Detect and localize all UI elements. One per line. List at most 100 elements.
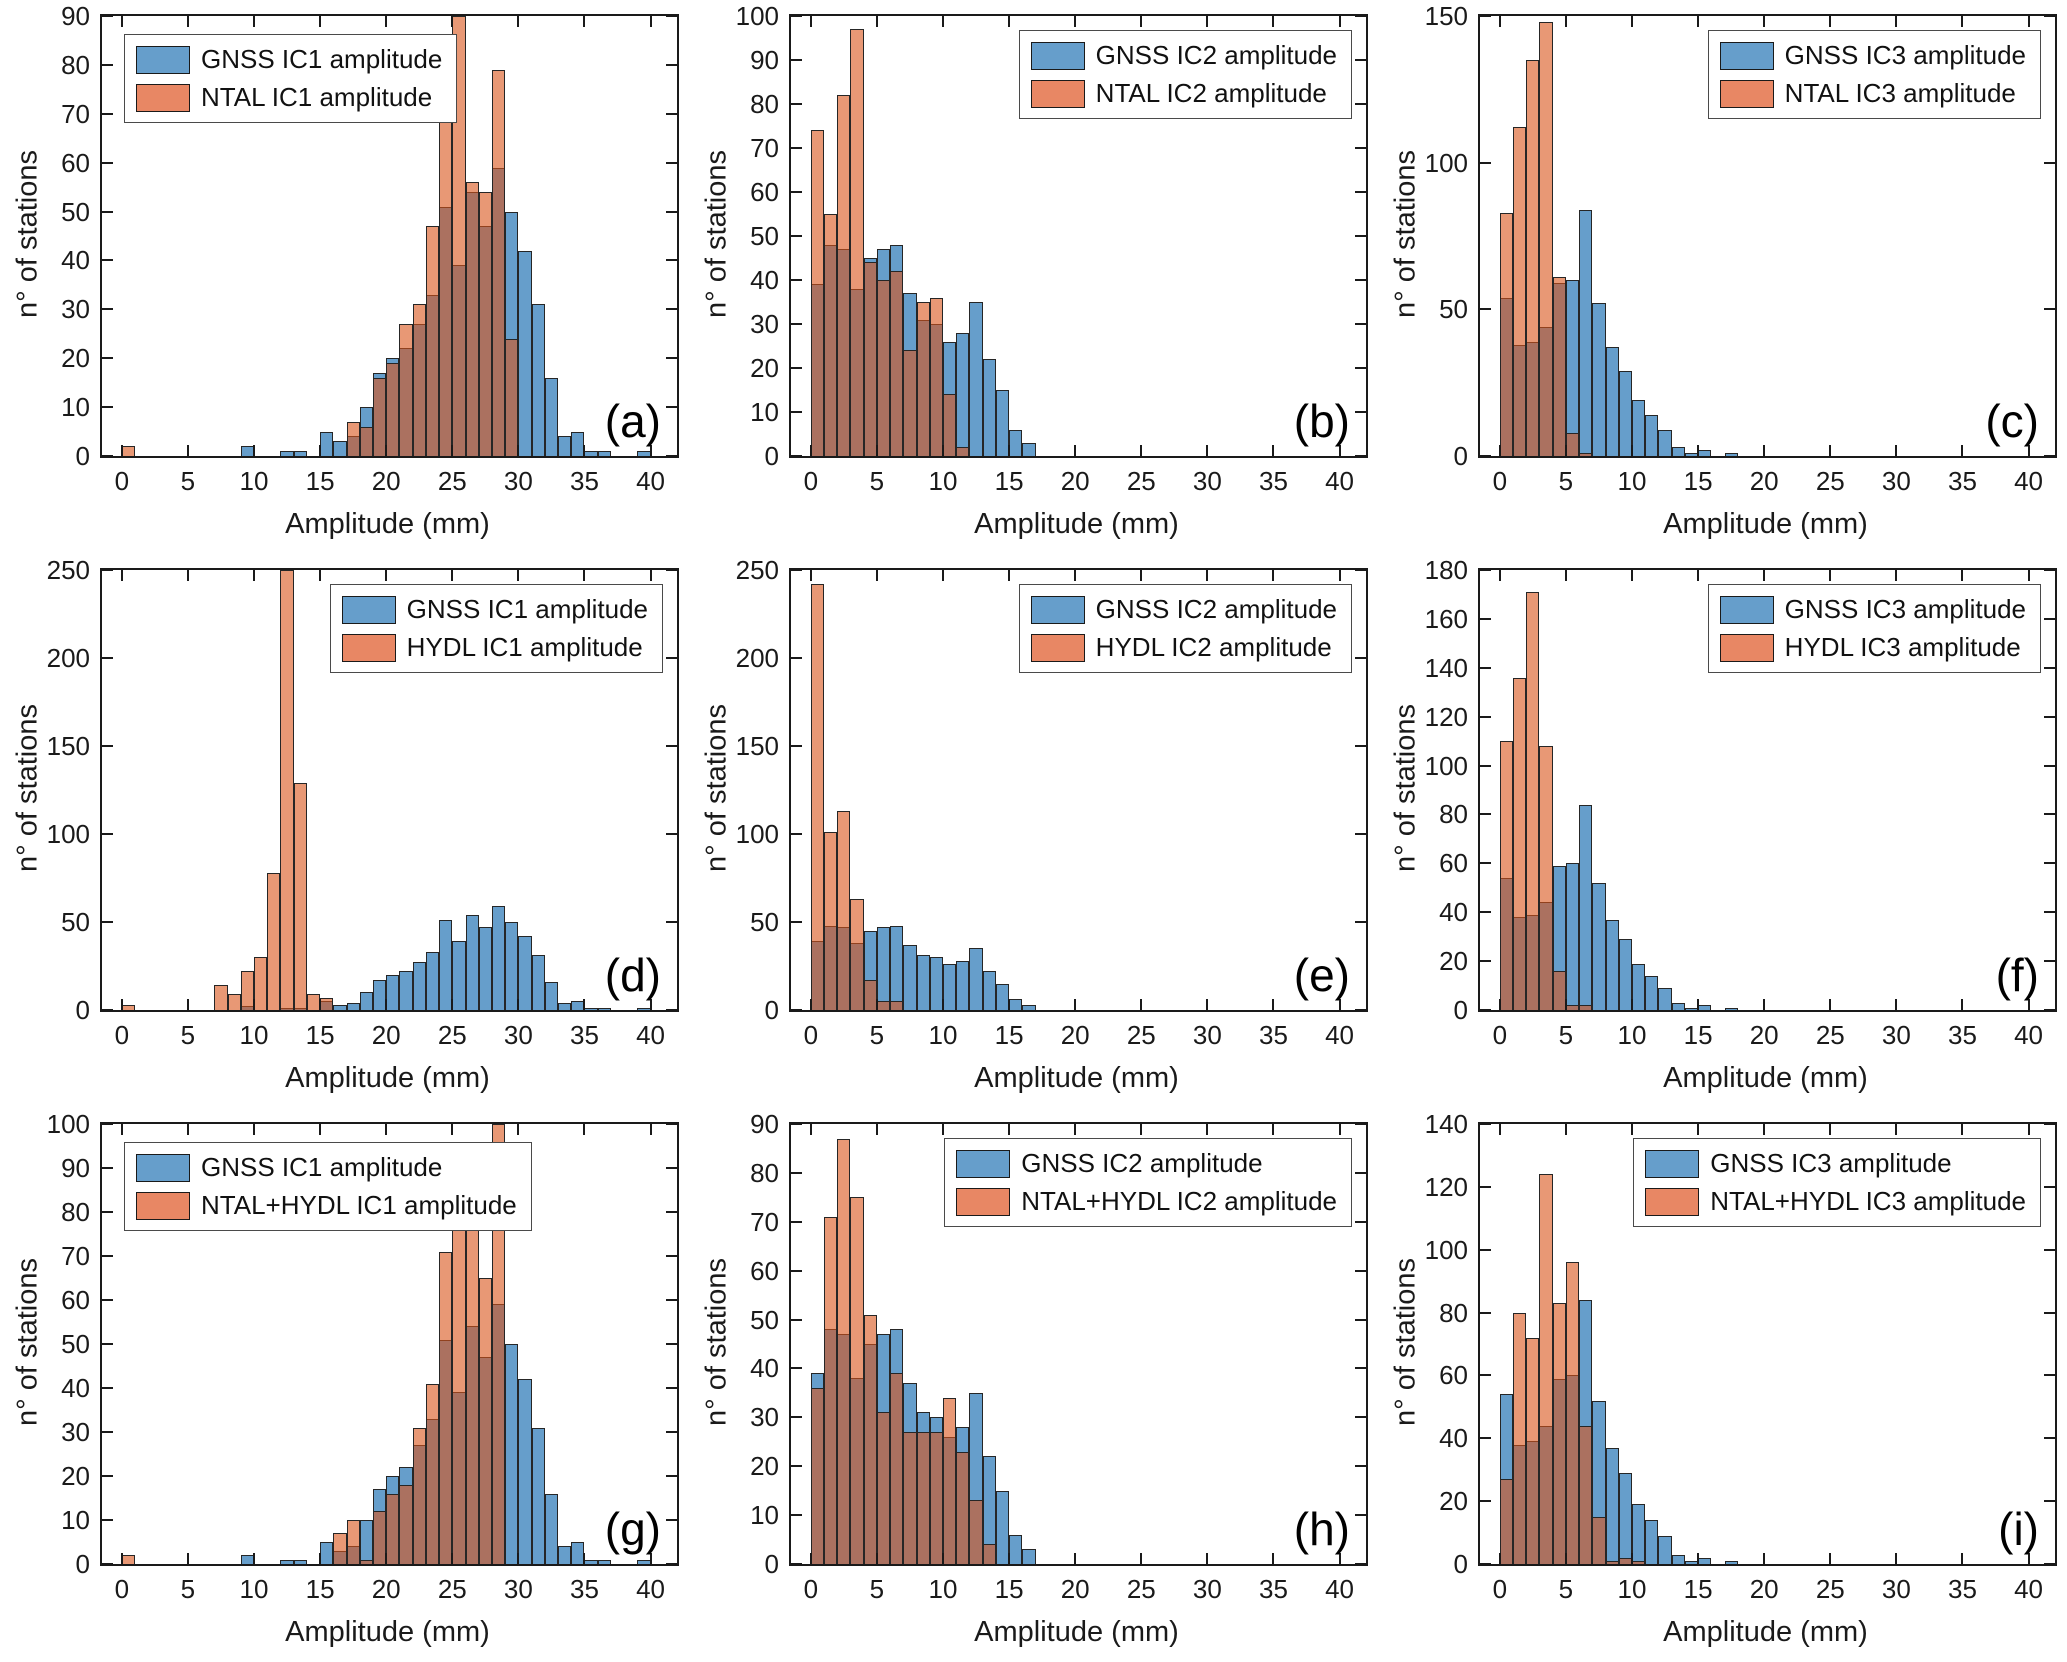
gnss-bar (637, 1008, 651, 1010)
model-swatch (136, 83, 190, 112)
y-tick-label: 80 (750, 1157, 779, 1188)
model-bar (1513, 127, 1527, 456)
y-tick-label: 10 (61, 392, 90, 423)
y-tick (1480, 813, 1491, 816)
y-tick-right (1355, 1563, 1366, 1565)
legend-entry: NTAL+HYDL IC2 amplitude (956, 1186, 1337, 1217)
gnss-bar (584, 1008, 598, 1010)
model-bar (982, 1544, 996, 1564)
y-tick-right (666, 1299, 677, 1301)
y-tick-label: 10 (750, 1500, 779, 1531)
gnss-bar (1618, 939, 1632, 1010)
x-tick-top (583, 570, 586, 581)
y-tick (791, 455, 802, 457)
x-tick (942, 1553, 944, 1564)
y-tick (791, 15, 802, 17)
gnss-bar (1698, 1005, 1712, 1010)
y-tick-right (1355, 15, 1366, 17)
x-tick-label: 40 (2014, 466, 2044, 496)
gnss-bar (597, 451, 611, 456)
model-bar (491, 69, 506, 456)
model-bar (850, 899, 864, 1010)
x-tick-top (517, 16, 520, 27)
y-tick-label: 60 (61, 1285, 90, 1315)
x-tick-top (875, 570, 878, 581)
gnss-swatch (136, 1153, 190, 1182)
x-tick (1008, 999, 1011, 1010)
x-tick-top (1564, 1124, 1567, 1135)
model-bar (1592, 1516, 1606, 1564)
gnss-bar (544, 981, 559, 1010)
x-tick-label: 35 (570, 466, 599, 496)
y-tick-label: 70 (750, 133, 779, 163)
y-tick (791, 1367, 802, 1370)
gnss-bar (1009, 1534, 1023, 1564)
x-tick-label: 25 (1126, 466, 1156, 496)
model-swatch (1030, 633, 1085, 662)
y-tick-label: 100 (46, 1109, 90, 1139)
legend: GNSS IC1 amplitude NTAL+HYDL IC1 amplitud… (124, 1142, 532, 1231)
gnss-bar (333, 441, 347, 456)
gnss-bar (412, 962, 426, 1010)
x-tick (2027, 999, 2030, 1010)
gnss-bar (544, 1493, 559, 1564)
y-tick (1480, 1123, 1491, 1125)
x-tick-label: 40 (2014, 1020, 2044, 1050)
x-tick-top (253, 1124, 255, 1135)
y-tick-label: 40 (61, 245, 90, 276)
gnss-bar (558, 436, 572, 456)
x-tick (942, 445, 944, 456)
x-tick-top (2027, 1124, 2030, 1135)
y-tick-right (1355, 59, 1366, 61)
y-tick (102, 1009, 113, 1011)
x-tick-label: 10 (239, 466, 269, 496)
x-tick-top (1498, 16, 1501, 27)
x-tick-label: 10 (928, 466, 958, 496)
y-tick (102, 210, 113, 213)
x-tick (1631, 1553, 1633, 1564)
gnss-swatch (1030, 41, 1085, 70)
gnss-bar (1022, 1549, 1036, 1564)
gnss-swatch (1719, 595, 1774, 624)
model-bar (876, 1412, 891, 1564)
model-bar (121, 446, 136, 456)
y-tick (791, 147, 802, 149)
gnss-bar (1565, 280, 1580, 456)
y-tick-right (2044, 1123, 2055, 1125)
y-tick (102, 1387, 113, 1389)
y-tick-label: 0 (1453, 441, 1468, 471)
y-tick-label: 180 (1424, 555, 1468, 585)
x-tick-label: 30 (503, 466, 533, 496)
x-tick-label: 40 (2014, 1574, 2044, 1604)
x-tick-top (1895, 1124, 1898, 1135)
x-tick-top (120, 16, 123, 27)
x-tick-top (1206, 16, 1209, 27)
y-tick-right (1355, 1367, 1366, 1370)
gnss-bar (597, 1559, 611, 1564)
model-swatch (1030, 79, 1085, 108)
gnss-bar (372, 980, 387, 1010)
model-bar (399, 1484, 413, 1564)
x-axis-title: Amplitude (mm) (974, 1616, 1179, 1648)
legend-entry: GNSS IC3 amplitude (1645, 1148, 2026, 1179)
gnss-bar (943, 964, 957, 1010)
model-bar (850, 1197, 864, 1564)
gnss-bar (1579, 209, 1593, 456)
gnss-bar (571, 431, 585, 456)
legend-entry: HYDL IC1 amplitude (341, 632, 648, 663)
y-tick-right (666, 357, 677, 360)
y-tick-right (2044, 569, 2055, 571)
x-tick (1961, 999, 1964, 1010)
y-tick (1480, 1563, 1491, 1565)
x-tick-top (1140, 570, 1143, 581)
y-tick-right (2044, 1437, 2055, 1440)
y-tick-right (666, 833, 677, 835)
x-tick-label: 40 (1325, 1574, 1355, 1604)
gnss-bar (916, 955, 930, 1010)
y-tick-label: 70 (750, 1206, 779, 1237)
gnss-bar (439, 920, 453, 1010)
x-tick (186, 999, 189, 1010)
legend-label: GNSS IC3 amplitude (1784, 40, 2026, 70)
x-tick-top (1697, 1124, 1700, 1135)
x-tick-top (517, 570, 520, 581)
